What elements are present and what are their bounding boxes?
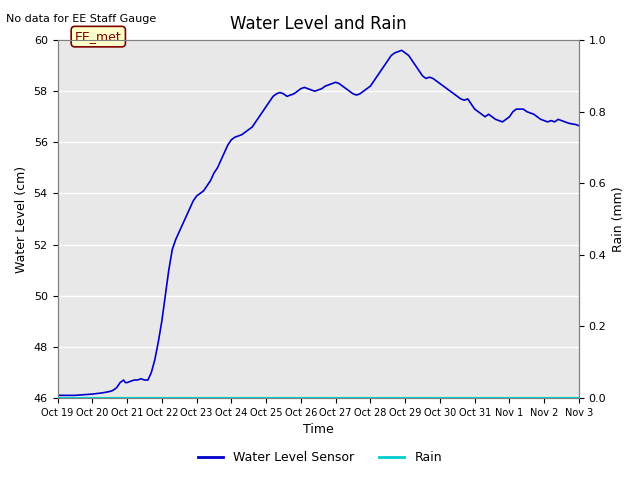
- Y-axis label: Water Level (cm): Water Level (cm): [15, 166, 28, 273]
- Legend: Water Level Sensor, Rain: Water Level Sensor, Rain: [193, 446, 447, 469]
- Title: Water Level and Rain: Water Level and Rain: [230, 15, 406, 33]
- Y-axis label: Rain (mm): Rain (mm): [612, 186, 625, 252]
- Text: EE_met: EE_met: [75, 30, 122, 43]
- X-axis label: Time: Time: [303, 423, 333, 436]
- Text: No data for EE Staff Gauge: No data for EE Staff Gauge: [6, 14, 157, 24]
